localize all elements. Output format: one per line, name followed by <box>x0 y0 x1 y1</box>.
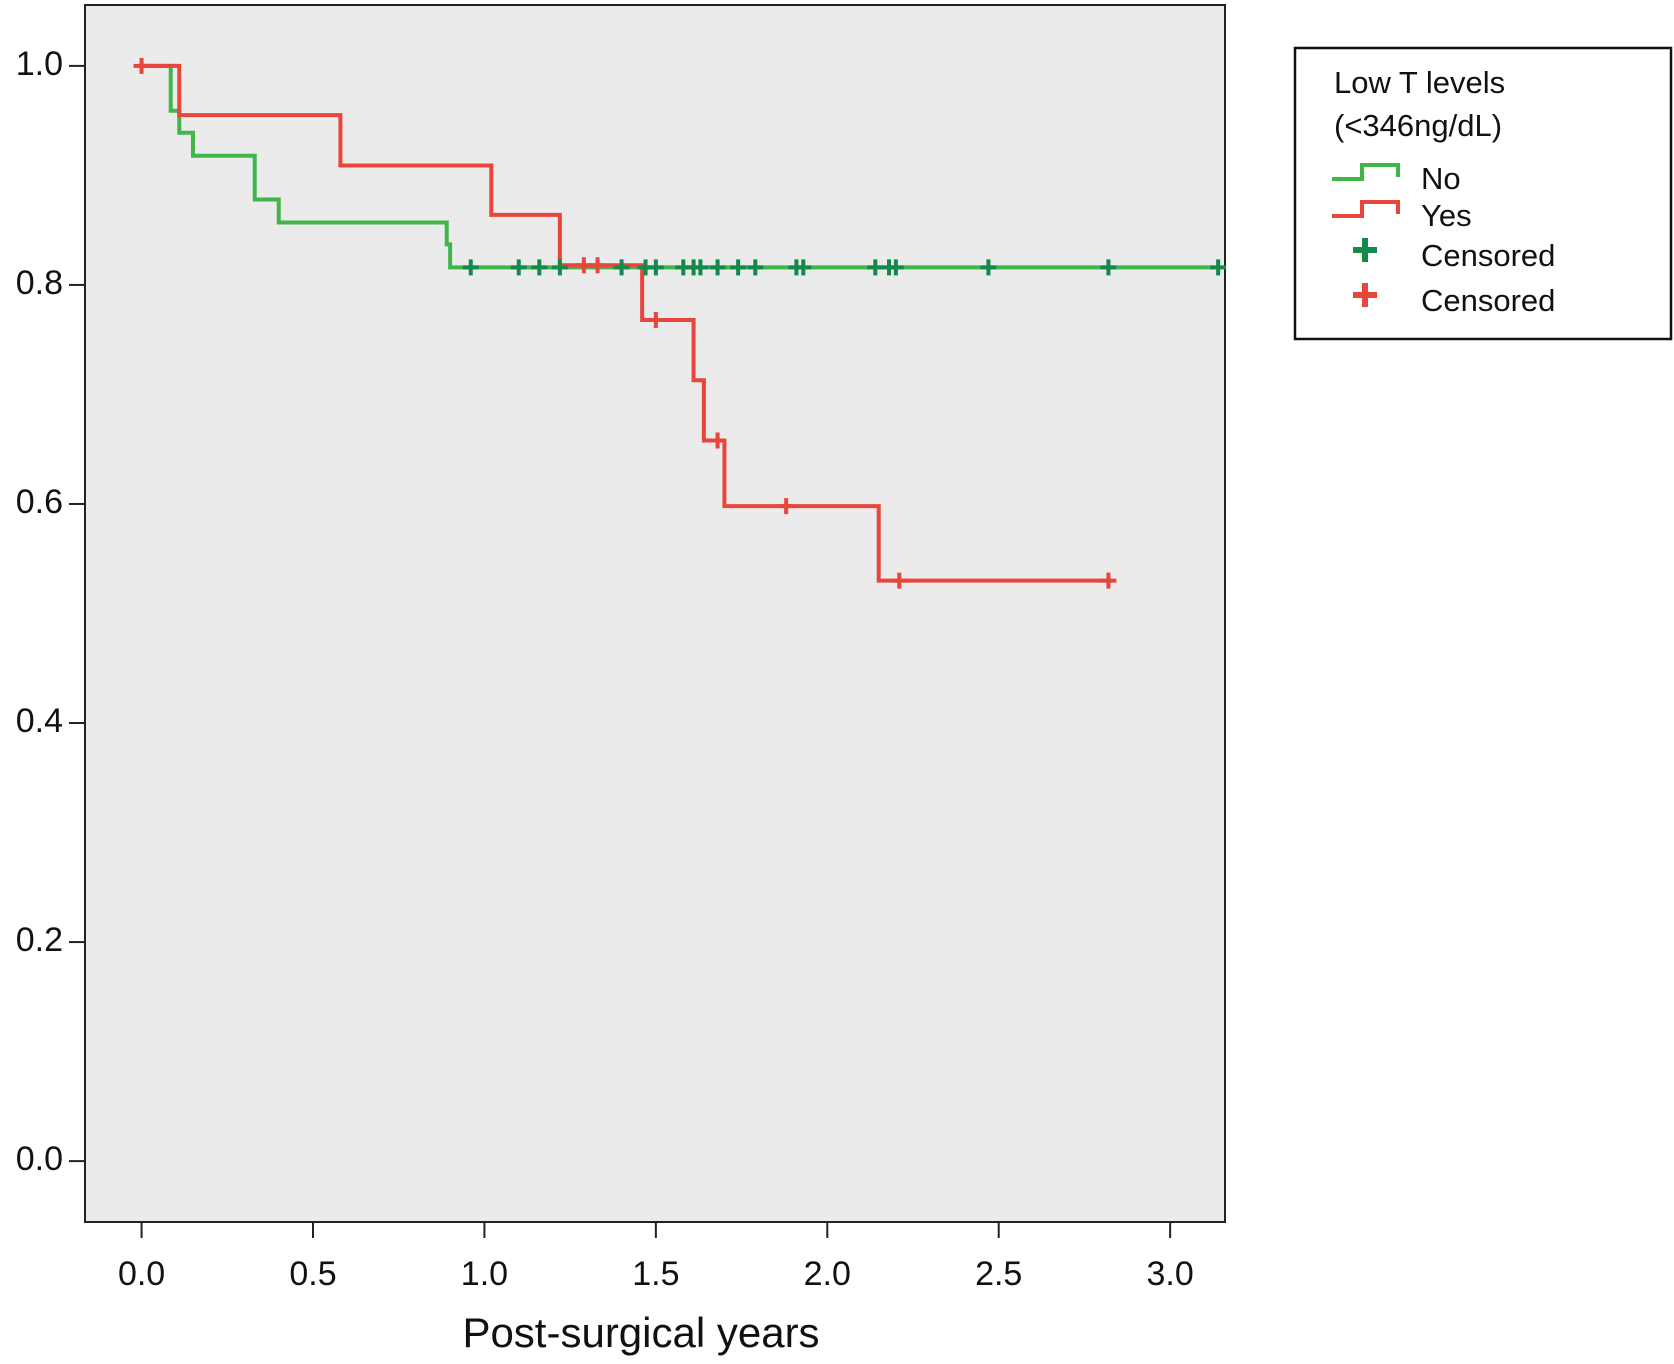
plot-area <box>84 4 1226 1223</box>
legend-box <box>1293 46 1673 341</box>
censored-marker <box>462 259 479 276</box>
censored-marker <box>575 257 592 274</box>
censored-marker <box>613 259 630 276</box>
censored-marker <box>1100 572 1117 589</box>
x-tick-label: 2.5 <box>975 1255 1022 1293</box>
legend-label: Censored <box>1421 238 1555 273</box>
legend-label: No <box>1421 161 1461 196</box>
censored-marker <box>709 432 726 449</box>
x-tick-label: 0.0 <box>118 1255 165 1293</box>
legend-label: Censored <box>1421 283 1555 318</box>
legend-title: (<346ng/dL) <box>1334 108 1502 143</box>
y-tick-label: 0.4 <box>16 702 63 740</box>
y-tick-label: 0.2 <box>16 921 63 959</box>
censored-marker <box>551 259 568 276</box>
x-tick-label: 2.0 <box>804 1255 851 1293</box>
censored-marker <box>709 259 726 276</box>
censored-marker <box>1210 259 1227 276</box>
censored-marker <box>891 572 908 589</box>
censored-marker <box>692 259 709 276</box>
legend-label: Yes <box>1421 198 1472 233</box>
censored-marker <box>795 259 812 276</box>
x-tick-label: 1.5 <box>632 1255 679 1293</box>
y-tick-label: 0.8 <box>16 264 63 302</box>
censored-marker <box>510 259 527 276</box>
survival-curve <box>141 63 1222 270</box>
censored-marker <box>730 259 747 276</box>
legend-title: Low T levels <box>1334 65 1505 100</box>
censored-marker <box>887 259 904 276</box>
censored-marker <box>1100 259 1117 276</box>
x-tick-label: 3.0 <box>1147 1255 1194 1293</box>
censored-marker <box>531 259 548 276</box>
censored-marker <box>778 498 795 515</box>
x-axis-label: Post-surgical years <box>462 1309 819 1356</box>
y-tick-label: 0.6 <box>16 483 63 521</box>
legend-swatch <box>1353 238 1377 262</box>
censored-marker <box>647 311 664 328</box>
x-tick-label: 0.5 <box>289 1255 336 1293</box>
y-tick-label: 0.0 <box>16 1140 63 1178</box>
x-tick-label: 1.0 <box>461 1255 508 1293</box>
survival-curve <box>141 63 1112 583</box>
censored-marker <box>133 57 150 74</box>
legend-swatch <box>1332 163 1400 181</box>
legend-swatch <box>1353 283 1377 307</box>
legend-swatch <box>1332 200 1400 218</box>
censored-marker <box>747 259 764 276</box>
censored-marker <box>980 259 997 276</box>
y-tick-label: 1.0 <box>16 45 63 83</box>
censored-marker <box>867 259 884 276</box>
censored-marker <box>647 259 664 276</box>
censored-marker <box>589 257 606 274</box>
